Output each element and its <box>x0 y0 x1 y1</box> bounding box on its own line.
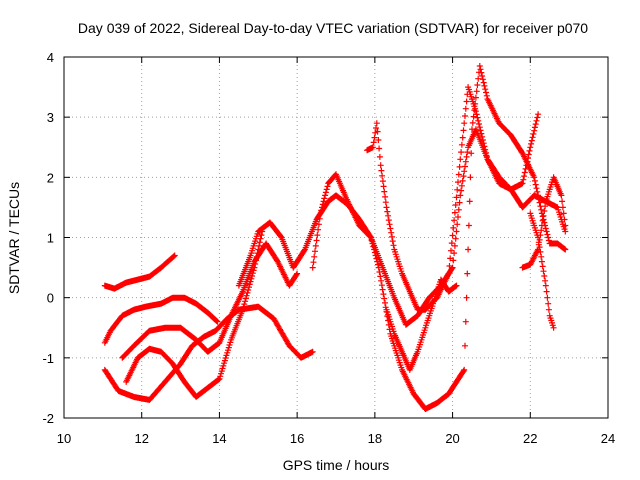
x-tick-label: 18 <box>368 431 382 446</box>
y-tick-label: 3 <box>47 110 54 125</box>
y-tick-label: 1 <box>47 231 54 246</box>
series-s1 <box>101 252 178 292</box>
x-tick-label: 22 <box>523 431 537 446</box>
y-tick-label: 2 <box>47 170 54 185</box>
data-marker <box>527 210 557 331</box>
data-marker <box>383 276 460 373</box>
data-marker <box>519 174 569 271</box>
y-tick-label: -2 <box>42 411 54 426</box>
y-axis-label: SDTVAR / TECUs <box>6 182 22 294</box>
x-tick-label: 20 <box>445 431 459 446</box>
x-tick-label: 12 <box>134 431 148 446</box>
x-tick-label: 24 <box>601 431 615 446</box>
data-marker <box>101 294 221 346</box>
series-s4 <box>119 240 301 361</box>
data-points <box>101 63 569 412</box>
chart-title: Day 039 of 2022, Sidereal Day-to-day VTE… <box>78 20 588 36</box>
series-s7 <box>309 63 569 412</box>
y-tick-label: -1 <box>42 351 54 366</box>
y-tick-label: 4 <box>47 50 54 65</box>
series-s6 <box>235 126 569 328</box>
series-s5 <box>123 228 266 400</box>
series-s11 <box>527 210 557 331</box>
series-s10 <box>519 174 569 271</box>
series-s9 <box>383 276 460 373</box>
data-marker <box>309 63 569 412</box>
data-marker <box>119 240 301 361</box>
grid-lines <box>64 57 608 418</box>
x-tick-label: 16 <box>290 431 304 446</box>
data-marker <box>235 126 569 328</box>
x-tick-label: 14 <box>212 431 226 446</box>
x-axis-label: GPS time / hours <box>283 457 390 473</box>
data-marker <box>101 252 178 292</box>
data-marker <box>123 228 266 400</box>
x-tick-label: 10 <box>57 431 71 446</box>
y-tick-label: 0 <box>47 291 54 306</box>
plot-frame <box>63 56 609 419</box>
series-s2 <box>101 294 221 346</box>
